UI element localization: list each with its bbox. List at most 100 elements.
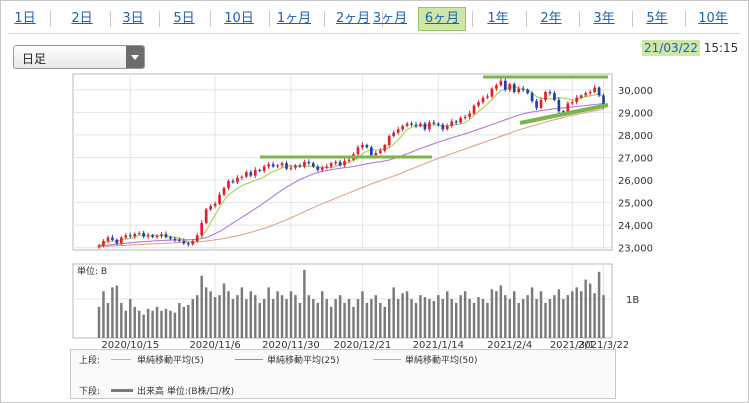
tab-11[interactable]: 3年 <box>593 11 615 26</box>
volume-bar <box>249 291 253 338</box>
candle-body <box>414 124 418 126</box>
candle <box>512 82 516 94</box>
candle <box>200 220 204 238</box>
candle-body <box>361 145 364 148</box>
volume-bar <box>535 299 538 338</box>
candle-body <box>410 123 413 125</box>
period-select[interactable]: 日足 <box>13 45 145 69</box>
candle-body <box>133 233 137 237</box>
candle <box>575 94 579 105</box>
candle <box>289 164 293 171</box>
candle-body <box>97 245 101 248</box>
candle <box>97 244 101 249</box>
candle-body <box>236 177 239 183</box>
candle-body <box>320 167 324 170</box>
volume-bar <box>258 302 261 338</box>
candle-body <box>164 234 168 238</box>
candle-body <box>512 84 516 93</box>
volume-bar <box>97 306 101 338</box>
legend-ma50: 単純移動平均(50) <box>405 356 478 366</box>
tab-6[interactable]: 2ヶ月 <box>335 11 371 26</box>
candle-body <box>276 165 279 167</box>
candle <box>383 143 387 153</box>
date-tick-label: 2021/3/22 <box>578 340 629 351</box>
candle-body <box>579 95 583 98</box>
candle <box>173 236 177 243</box>
candle <box>579 94 583 100</box>
volume-bar <box>155 306 159 338</box>
volume-bar <box>490 289 494 338</box>
tab-9[interactable]: 1年 <box>487 11 509 26</box>
tab-10[interactable]: 2年 <box>540 11 562 26</box>
volume-bar <box>276 291 279 338</box>
volume-bar <box>236 295 239 338</box>
candle-body <box>267 164 271 167</box>
candle-body <box>146 235 150 237</box>
volume-bar <box>602 295 605 338</box>
candle-body <box>173 238 177 240</box>
candle-body <box>119 237 123 244</box>
volume-bar <box>495 291 498 338</box>
candle <box>588 89 592 96</box>
price-tick-label: 29,000 <box>618 108 653 119</box>
volume-bar <box>472 302 476 338</box>
candle-body <box>128 235 132 237</box>
legend: 上段: 単純移動平均(5) 単純移動平均(25) 単純移動平均(50) 下段: … <box>70 349 616 399</box>
candle <box>102 239 105 248</box>
tab-2[interactable]: 3日 <box>122 11 144 26</box>
candle <box>267 162 271 169</box>
ma5-line <box>98 85 604 246</box>
volume-bar <box>321 291 324 338</box>
candle <box>481 95 485 105</box>
volume-bar <box>504 295 507 338</box>
candle <box>155 234 159 239</box>
volume-bar <box>566 295 570 338</box>
volume-bar <box>164 308 168 338</box>
tab-8[interactable]: 6ヶ月 <box>418 7 466 31</box>
tab-7[interactable]: 3ヶ月 <box>372 11 408 26</box>
candle-body <box>401 125 404 130</box>
candle-body <box>231 181 235 183</box>
candle-body <box>280 163 284 166</box>
volume-bar <box>173 312 177 338</box>
tab-13[interactable]: 10年 <box>698 11 728 26</box>
volume-bar <box>463 291 467 338</box>
candle-body <box>240 176 244 178</box>
volume-bar <box>245 299 248 338</box>
volume-bar <box>579 291 583 338</box>
volume-panel: 単位: B 1B 2020/10/15 2020/11/6 2020/11/30 2020… <box>72 263 639 351</box>
chevron-down-icon[interactable] <box>126 46 144 68</box>
legend-ma50-swatch <box>373 359 401 360</box>
volume-bar <box>182 306 186 338</box>
candle-body <box>182 240 186 244</box>
candle <box>530 91 534 103</box>
tab-5[interactable]: 1ヶ月 <box>276 11 312 26</box>
tab-12[interactable]: 5年 <box>646 11 668 26</box>
volume-bar <box>379 302 382 338</box>
candle-body <box>294 165 297 168</box>
legend-lower-label: 下段: <box>79 387 101 397</box>
legend-volume-swatch <box>111 389 133 392</box>
candle-body <box>329 163 333 167</box>
tab-3[interactable]: 5日 <box>173 11 195 26</box>
candle-body <box>316 166 320 170</box>
candle <box>329 161 333 169</box>
volume-bar <box>401 293 404 338</box>
candle <box>294 164 297 170</box>
candle <box>387 134 391 148</box>
candle <box>186 241 190 247</box>
candle-body <box>253 169 257 176</box>
date-tick-label: 2021/3/1 <box>550 340 595 351</box>
tab-4[interactable]: 10日 <box>224 11 254 26</box>
tab-1[interactable]: 2日 <box>71 11 93 26</box>
candle-body <box>209 206 212 210</box>
candle <box>450 118 454 128</box>
candle-body <box>298 165 302 167</box>
candle <box>396 126 400 135</box>
volume-unit-label: 単位: B <box>77 265 107 277</box>
candle-body <box>517 88 521 93</box>
tab-0[interactable]: 1日 <box>14 11 36 26</box>
candle-body <box>432 122 436 124</box>
tab-separator <box>210 11 211 27</box>
